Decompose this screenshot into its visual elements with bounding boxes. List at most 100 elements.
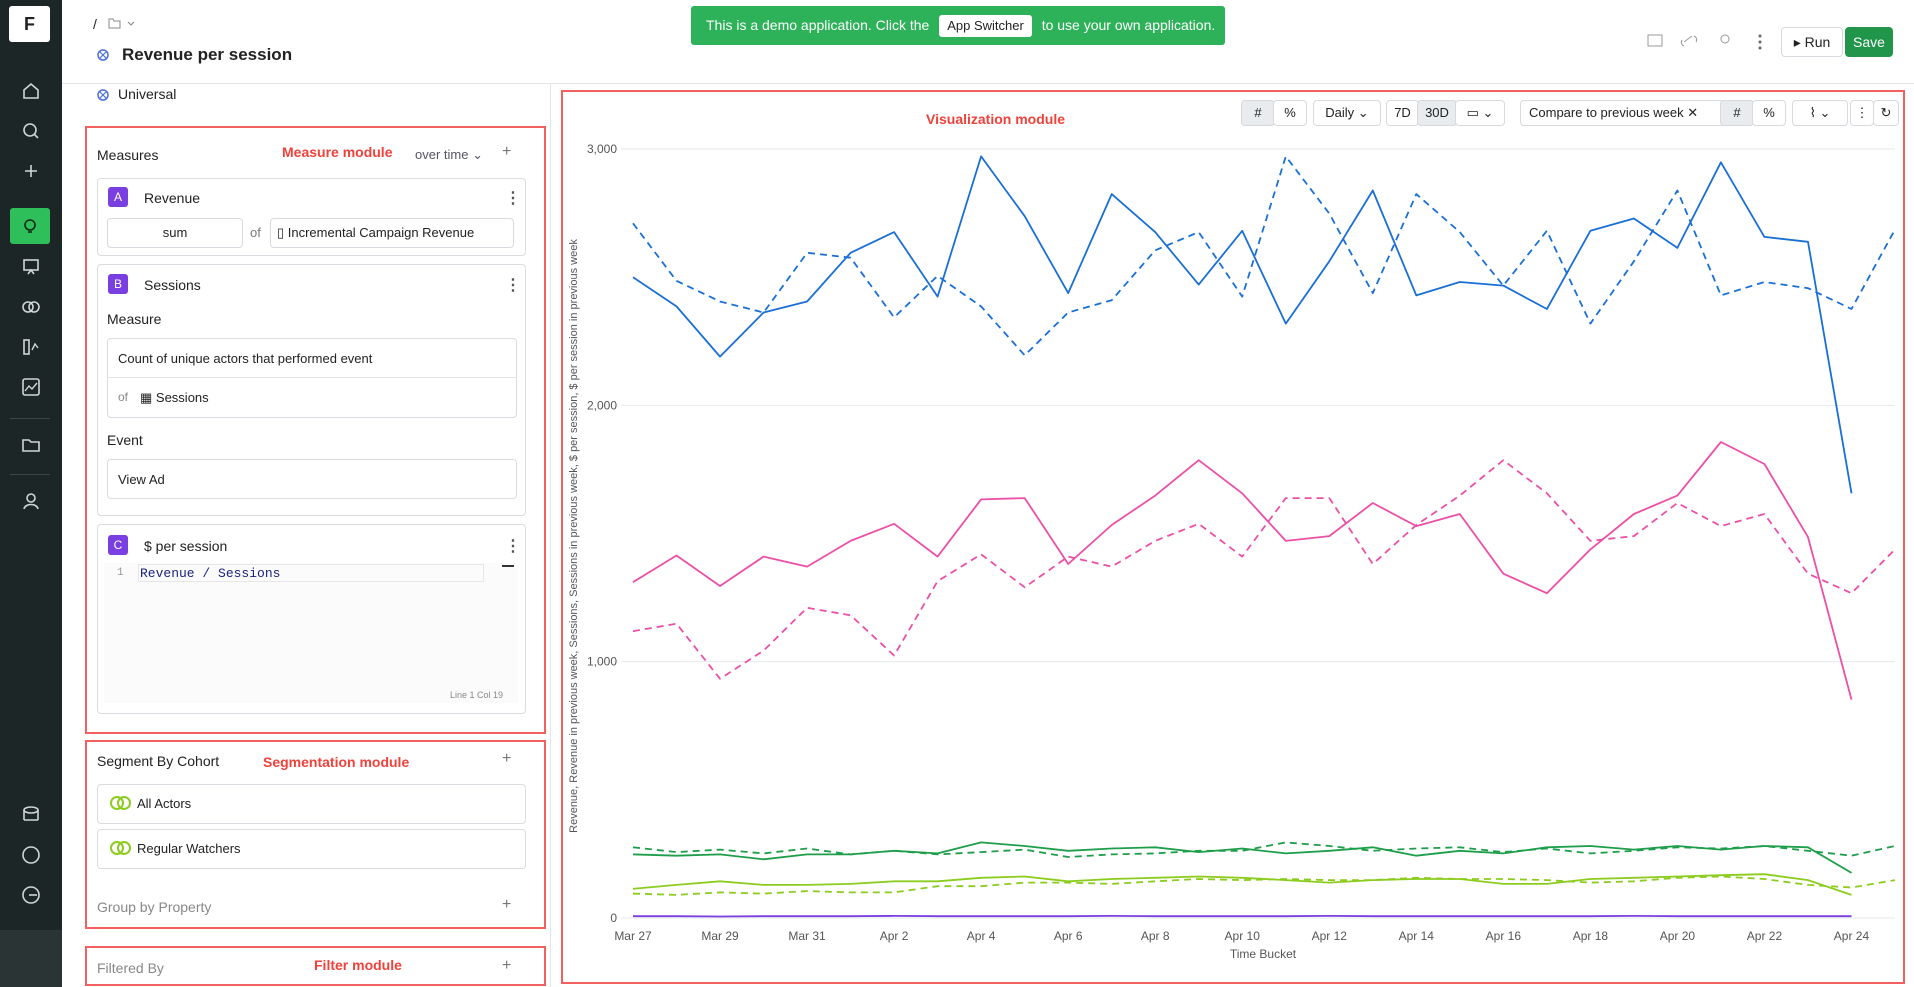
header-icons: [1647, 34, 1762, 50]
active-nav[interactable]: [10, 208, 50, 244]
x-tick-label: Apr 16: [1486, 929, 1522, 943]
refresh-button[interactable]: ↻: [1873, 100, 1899, 126]
section-title: Measures: [97, 147, 159, 163]
code-editor[interactable]: [104, 563, 518, 703]
banner-text: This is a demo application. Click the: [706, 17, 930, 33]
run-button[interactable]: ▸ Run: [1781, 27, 1843, 57]
annotation: Filter module: [314, 957, 402, 973]
add-button[interactable]: +: [502, 957, 512, 974]
percent-toggle[interactable]: %: [1273, 100, 1307, 126]
series-line: [632, 873, 1852, 896]
date-picker[interactable]: ▭ ⌄: [1455, 100, 1505, 126]
measure-letter: C: [108, 535, 128, 555]
divider: [107, 377, 517, 378]
field-label: Event: [107, 432, 143, 448]
x-tick-label: Apr 20: [1660, 929, 1696, 943]
measure-name: Sessions: [144, 277, 201, 293]
dataset-icon: [97, 49, 109, 61]
chart-icon[interactable]: [20, 376, 42, 398]
event-name: View Ad: [118, 472, 165, 487]
section-title: Segment By Cohort: [97, 753, 220, 769]
board-icon[interactable]: [20, 256, 42, 278]
page-title: Revenue per session: [122, 45, 293, 64]
folder-menu[interactable]: [108, 16, 138, 30]
y-tick-label: 1,000: [587, 655, 617, 669]
cohort-item[interactable]: [97, 829, 526, 869]
user-icon[interactable]: [20, 490, 42, 512]
logo[interactable]: F: [9, 6, 50, 42]
mode-label: over time: [415, 147, 469, 162]
chart-type-select[interactable]: ⌇ ⌄: [1792, 100, 1848, 126]
add-icon[interactable]: [20, 160, 42, 182]
percent-toggle[interactable]: %: [1752, 100, 1786, 126]
dataset-icon: [97, 89, 109, 101]
series-line: [632, 841, 1896, 858]
annotation: Segmentation module: [263, 754, 410, 770]
series-line: [632, 841, 1852, 874]
cohort-icon: [110, 841, 131, 855]
cohort-item[interactable]: [97, 784, 526, 824]
filter-module: [85, 946, 546, 986]
event-select[interactable]: [107, 459, 517, 499]
segmentation-module: [85, 740, 546, 929]
measure-name: $ per session: [144, 538, 228, 554]
compare-select[interactable]: Compare to previous week ✕: [1520, 100, 1725, 126]
aggregation-select[interactable]: sum: [107, 218, 243, 248]
x-tick-label: Mar 29: [701, 929, 739, 943]
number-toggle[interactable]: #: [1241, 100, 1275, 126]
x-tick-label: Apr 10: [1225, 929, 1261, 943]
measure-letter: A: [108, 187, 128, 207]
save-button[interactable]: Save: [1845, 27, 1893, 57]
help-icon[interactable]: [20, 844, 42, 866]
add-button[interactable]: +: [502, 750, 512, 767]
comment-icon[interactable]: [1647, 34, 1663, 47]
active-line: [138, 564, 484, 582]
add-button[interactable]: +: [502, 143, 512, 160]
column-select[interactable]: ▯ Incremental Campaign Revenue: [270, 218, 514, 248]
app-switcher-button[interactable]: App Switcher: [939, 15, 1032, 37]
number-toggle[interactable]: #: [1720, 100, 1754, 126]
series-line: [632, 155, 1853, 494]
cohort-icon[interactable]: [20, 296, 42, 318]
more-button[interactable]: ⋮: [1850, 100, 1874, 126]
range-button[interactable]: 7D: [1386, 100, 1419, 126]
dataset-name: Universal: [118, 86, 177, 102]
folder-icon[interactable]: [20, 434, 42, 456]
menu-button[interactable]: ⋮: [505, 190, 521, 207]
y-axis-label: Revenue, Revenue in previous week, Sessi…: [568, 239, 580, 833]
x-tick-label: Apr 12: [1312, 929, 1348, 943]
measure-select[interactable]: [107, 338, 517, 418]
group-by[interactable]: Group by Property: [97, 899, 212, 915]
line-number: 1: [117, 567, 124, 579]
annotation: Visualization module: [926, 111, 1065, 127]
series-line: [632, 155, 1896, 357]
series-line: [633, 915, 1852, 918]
section-title: Filtered By: [97, 960, 164, 976]
measure-module: [85, 126, 546, 734]
range-button[interactable]: 30D: [1417, 100, 1457, 126]
cohort-name: Regular Watchers: [137, 841, 241, 856]
scrollbar: [502, 565, 514, 567]
logout-icon[interactable]: [20, 884, 42, 906]
link-icon[interactable]: [1680, 35, 1698, 47]
x-tick-label: Mar 31: [788, 929, 826, 943]
home-icon[interactable]: [20, 80, 42, 102]
source-select[interactable]: ▦ Sessions: [140, 390, 209, 405]
search-icon[interactable]: [20, 120, 42, 142]
granularity: Daily: [1325, 105, 1355, 120]
x-tick-label: Apr 14: [1399, 929, 1435, 943]
metric-icon[interactable]: [20, 336, 42, 358]
cohort-name: All Actors: [137, 796, 192, 811]
menu-button[interactable]: ⋮: [505, 538, 521, 555]
add-button[interactable]: +: [502, 896, 512, 913]
menu-button[interactable]: ⋮: [505, 277, 521, 294]
data-icon[interactable]: [20, 804, 42, 826]
y-tick-label: 2,000: [587, 398, 617, 412]
share-icon[interactable]: [1720, 34, 1730, 44]
app-switcher[interactable]: [0, 930, 62, 987]
chart: Revenue, Revenue in previous week, Sessi…: [568, 142, 1896, 961]
mode-select[interactable]: over time ⌄: [415, 147, 483, 162]
cursor-position: Line 1 Col 19: [450, 690, 504, 700]
granularity-select[interactable]: Daily ⌄: [1313, 100, 1381, 126]
x-tick-label: Apr 22: [1747, 929, 1783, 943]
